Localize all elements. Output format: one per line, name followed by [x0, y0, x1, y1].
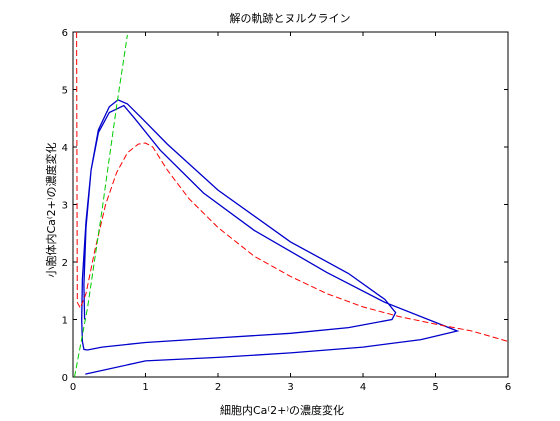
y-tick-label: 0	[62, 373, 68, 384]
plot-area	[72, 31, 509, 378]
chart-title: 解の軌跡とヌルクライン	[230, 11, 351, 25]
x-tick-label: 0	[70, 382, 76, 393]
y-tick-label: 3	[62, 201, 68, 212]
y-tick-label: 1	[62, 316, 68, 327]
x-tick-label: 1	[142, 382, 148, 393]
nullcline-red-line	[76, 32, 508, 342]
x-tick-label: 5	[432, 382, 438, 393]
x-tick-label: 2	[215, 382, 221, 393]
nullcline-green-line	[74, 34, 128, 377]
x-tick-label: 6	[505, 382, 511, 393]
x-tick-label: 3	[287, 382, 293, 393]
y-tick-label: 5	[62, 86, 68, 97]
trajectory-line	[81, 99, 460, 375]
y-tick-label: 6	[62, 28, 68, 39]
y-axis-label: 小胞体内Ca⁽2+⁾の濃度変化	[44, 142, 58, 277]
y-tick-label: 2	[62, 258, 68, 269]
y-tick-label: 4	[62, 143, 68, 154]
x-tick-label: 4	[360, 382, 366, 393]
x-axis-label: 細胞内Ca⁽2+⁾の濃度変化	[220, 403, 344, 417]
